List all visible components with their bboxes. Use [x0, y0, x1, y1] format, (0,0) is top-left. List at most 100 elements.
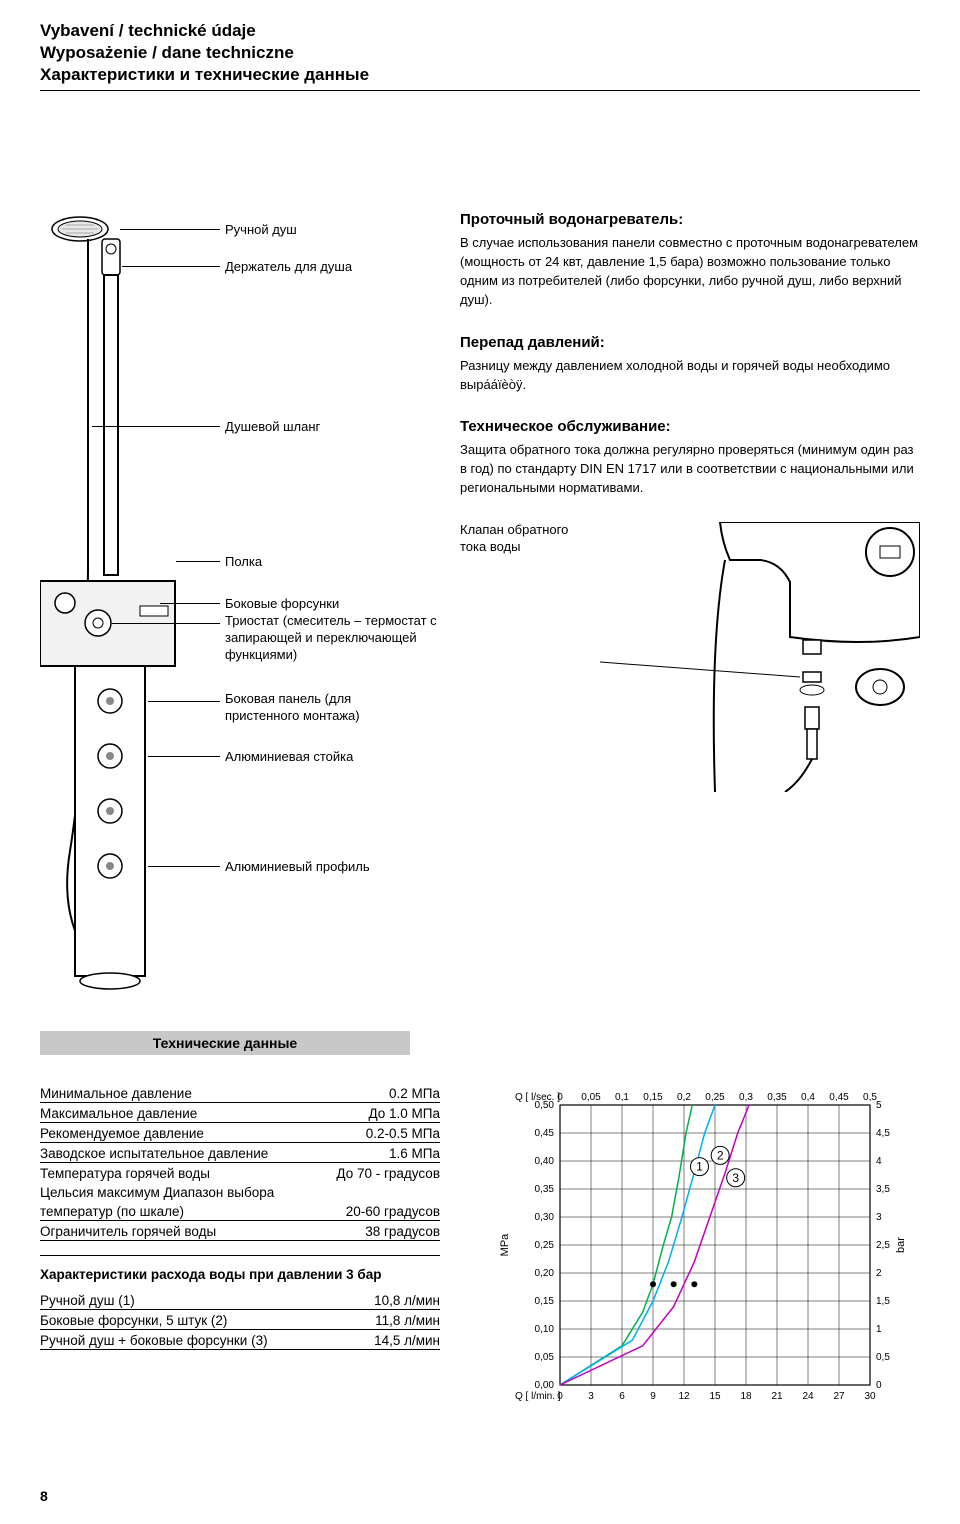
svg-text:30: 30: [864, 1391, 876, 1402]
valve-label: Клапан обратного тока воды: [460, 522, 580, 556]
valve-svg: [600, 522, 920, 792]
spec-value: 1.6 МПа: [389, 1146, 440, 1161]
flow-spec-label: Ручной душ + боковые форсунки (3): [40, 1333, 268, 1348]
spec-value: До 1.0 МПа: [368, 1106, 440, 1121]
svg-text:0,05: 0,05: [581, 1092, 601, 1103]
spec-column: Минимальное давление0.2 МПа Максимальное …: [40, 1085, 440, 1428]
svg-text:1: 1: [696, 1160, 703, 1174]
shower-panel-svg: [40, 211, 220, 991]
spec-label: Максимальное давление: [40, 1106, 197, 1121]
svg-text:12: 12: [678, 1391, 690, 1402]
tech-data-header: Технические данные: [40, 1031, 410, 1055]
spec-label: Рекомендуемое давление: [40, 1126, 204, 1141]
svg-text:3,5: 3,5: [876, 1184, 890, 1195]
spec-label: Заводское испытательное давление: [40, 1146, 268, 1161]
spec-label: Цельсия максимум Диапазон выбора: [40, 1185, 274, 1200]
svg-text:3: 3: [588, 1391, 594, 1402]
spec-row: Максимальное давление До 1.0 МПа: [40, 1105, 440, 1123]
svg-text:0,45: 0,45: [535, 1128, 555, 1139]
svg-text:Q [ l/sec. ]: Q [ l/sec. ]: [515, 1092, 560, 1103]
svg-text:0,40: 0,40: [535, 1156, 555, 1167]
svg-text:0,4: 0,4: [801, 1092, 815, 1103]
flow-spec-value: 14,5 л/мин: [374, 1333, 440, 1348]
diagram-column: Ручной душ Держатель для душа Душевой шл…: [40, 211, 430, 991]
flow-spec-value: 11,8 л/мин: [375, 1313, 440, 1328]
svg-text:4,5: 4,5: [876, 1128, 890, 1139]
main-content: Ручной душ Держатель для душа Душевой шл…: [40, 211, 920, 991]
spec-row: Заводское испытательное давление 1.6 МПа: [40, 1145, 440, 1163]
callout-thermostat: Триостат (смеситель – термостат с запира…: [225, 613, 445, 664]
flow-chart: 00,050,10,150,20,250,30,350,40,450,50369…: [490, 1085, 920, 1425]
flow-spec-row: Ручной душ (1) 10,8 л/мин: [40, 1292, 440, 1310]
spec-label: Ограничитель горячей воды: [40, 1224, 216, 1239]
svg-text:0,30: 0,30: [535, 1212, 555, 1223]
svg-text:4: 4: [876, 1156, 882, 1167]
svg-text:1: 1: [876, 1324, 882, 1335]
shower-diagram: Ручной душ Держатель для душа Душевой шл…: [40, 211, 430, 991]
svg-text:0,25: 0,25: [535, 1240, 555, 1251]
spec-label: Минимальное давление: [40, 1086, 192, 1101]
callout-hose: Душевой шланг: [225, 419, 320, 436]
header-line-2: Wyposażenie / dane techniczne: [40, 42, 920, 64]
spec-row: Рекомендуемое давление 0.2-0.5 МПа: [40, 1125, 440, 1143]
svg-text:0,00: 0,00: [535, 1380, 555, 1391]
spec-row: Ограничитель горячей воды 38 градусов: [40, 1223, 440, 1241]
spec-row: температур (по шкале) 20-60 градусов: [40, 1203, 440, 1221]
spec-value: 0.2-0.5 МПа: [366, 1126, 440, 1141]
flow-spec-row: Ручной душ + боковые форсунки (3) 14,5 л/…: [40, 1332, 440, 1350]
svg-text:MPa: MPa: [499, 1233, 511, 1257]
svg-text:3: 3: [876, 1212, 882, 1223]
callout-alu-profile: Алюминиевый профиль: [225, 859, 370, 876]
spec-label: температур (по шкале): [40, 1204, 184, 1219]
flow-spec-row: Боковые форсунки, 5 штук (2) 11,8 л/мин: [40, 1312, 440, 1330]
page-number: 8: [40, 1488, 920, 1504]
svg-text:0,45: 0,45: [829, 1092, 849, 1103]
section-heater: Проточный водонагреватель: В случае испо…: [460, 211, 920, 309]
svg-text:21: 21: [771, 1391, 783, 1402]
section-pressure-body: Разницу между давлением холодной воды и …: [460, 357, 920, 395]
section-maintenance: Техническое обслуживание: Защита обратно…: [460, 418, 920, 498]
spec-label: Температура горячей воды: [40, 1166, 210, 1181]
callout-jets: Боковые форсунки: [225, 596, 339, 613]
spec-row: Цельсия максимум Диапазон выбора: [40, 1184, 440, 1201]
svg-text:18: 18: [740, 1391, 752, 1402]
svg-text:2: 2: [876, 1268, 882, 1279]
spec-value: 38 градусов: [365, 1224, 440, 1239]
text-column: Проточный водонагреватель: В случае испо…: [460, 211, 920, 991]
flow-spec-label: Ручной душ (1): [40, 1293, 135, 1308]
chart-column: 00,050,10,150,20,250,30,350,40,450,50369…: [490, 1085, 920, 1428]
svg-text:1,5: 1,5: [876, 1296, 890, 1307]
svg-text:6: 6: [619, 1391, 625, 1402]
svg-text:0,35: 0,35: [535, 1184, 555, 1195]
svg-text:0: 0: [876, 1380, 882, 1391]
flow-spec-value: 10,8 л/мин: [374, 1293, 440, 1308]
header-line-1: Vybavení / technické údaje: [40, 20, 920, 42]
svg-text:0,1: 0,1: [615, 1092, 629, 1103]
svg-text:9: 9: [650, 1391, 656, 1402]
svg-text:3: 3: [732, 1171, 739, 1185]
callout-shelf: Полка: [225, 554, 262, 571]
svg-text:0,25: 0,25: [705, 1092, 725, 1103]
svg-text:0,10: 0,10: [535, 1324, 555, 1335]
svg-text:0,2: 0,2: [677, 1092, 691, 1103]
callout-alu-column: Алюминиевая стойка: [225, 749, 353, 766]
flow-title: Характеристики расхода воды при давлении…: [40, 1266, 440, 1284]
svg-text:0,15: 0,15: [643, 1092, 663, 1103]
svg-text:15: 15: [709, 1391, 721, 1402]
spec-row: Минимальное давление0.2 МПа: [40, 1085, 440, 1103]
section-pressure: Перепад давлений: Разницу между давление…: [460, 334, 920, 395]
header-line-3: Характеристики и технические данные: [40, 64, 920, 86]
svg-text:2: 2: [717, 1149, 724, 1163]
svg-text:0,20: 0,20: [535, 1268, 555, 1279]
tech-data-row: Минимальное давление0.2 МПа Максимальное …: [40, 1085, 920, 1428]
svg-text:24: 24: [802, 1391, 814, 1402]
section-heater-title: Проточный водонагреватель:: [460, 211, 920, 228]
svg-text:0,05: 0,05: [535, 1352, 555, 1363]
svg-text:0,35: 0,35: [767, 1092, 787, 1103]
flow-spec-label: Боковые форсунки, 5 штук (2): [40, 1313, 227, 1328]
svg-text:Q [ l/min. ]: Q [ l/min. ]: [515, 1391, 561, 1402]
spec-value: 20-60 градусов: [346, 1204, 440, 1219]
svg-text:0,15: 0,15: [535, 1296, 555, 1307]
section-maintenance-title: Техническое обслуживание:: [460, 418, 920, 435]
callout-holder: Держатель для душа: [225, 259, 352, 276]
